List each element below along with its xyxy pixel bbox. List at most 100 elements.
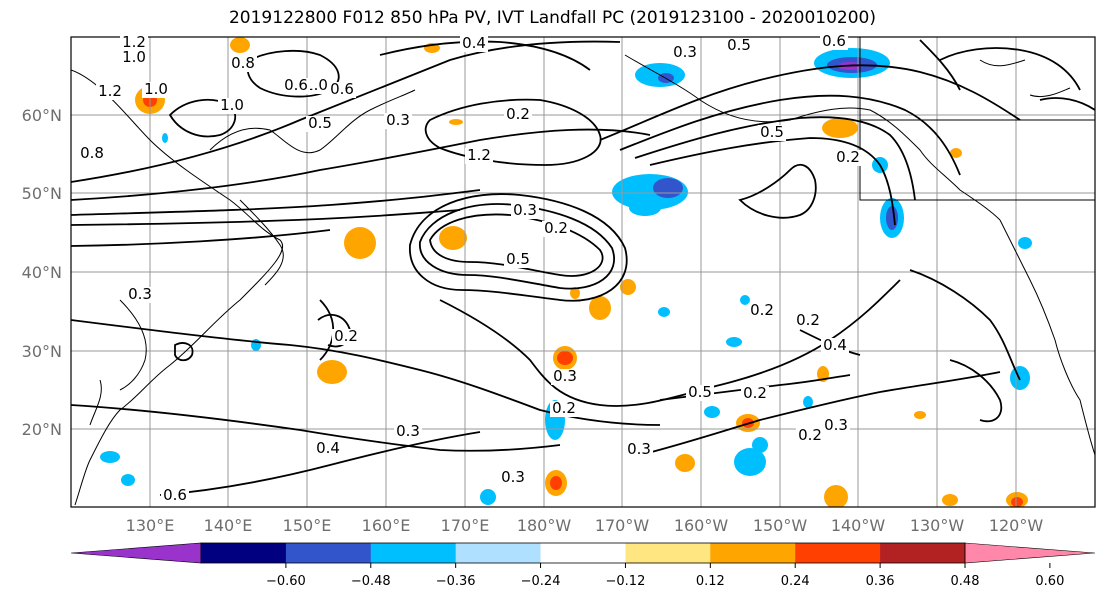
positive-anomaly — [950, 148, 962, 158]
contour-label: 1.0 — [122, 48, 146, 66]
positive-anomaly — [1011, 497, 1023, 507]
lon-label: 160°W — [674, 516, 729, 535]
contour-label: 1.2 — [122, 33, 146, 51]
colorbar-segment — [880, 543, 966, 563]
contour-label-bg — [465, 148, 493, 164]
negative-anomaly — [480, 489, 496, 505]
positive-anomaly — [570, 287, 580, 299]
positive-anomaly — [344, 227, 376, 259]
colorbar-tick-label: 0.24 — [781, 574, 810, 589]
positive-anomaly — [675, 454, 695, 472]
contour-label-bg — [306, 116, 334, 132]
contour-label-bg — [625, 442, 653, 458]
contour-label: 0.3 — [824, 416, 848, 434]
lon-label: 130°E — [126, 516, 175, 535]
contour-label: 0.6 — [284, 76, 308, 94]
lat-label: 30°N — [22, 342, 62, 361]
positive-anomaly — [317, 360, 347, 384]
lon-label: 140°E — [204, 516, 253, 535]
contour-label-bg — [328, 82, 356, 98]
contour-label-bg — [542, 221, 570, 237]
colorbar-segment — [540, 543, 626, 563]
lon-labels: 130°E 140°E 150°E 160°E 170°E 180°W 170°… — [126, 516, 1044, 535]
contour-label: 0.5 — [308, 114, 332, 132]
colorbar-segment — [455, 543, 542, 563]
contour-label-bg — [282, 78, 310, 94]
contour-label-bg — [725, 38, 753, 54]
contour-label-bg — [161, 488, 189, 504]
contour-label-bg — [671, 45, 699, 61]
contour-label: 0.2 — [836, 148, 860, 166]
contour-label: 0.3 — [627, 440, 651, 458]
contour-label-bg — [499, 470, 527, 486]
positive-anomaly — [550, 476, 562, 490]
contour-label: 0.6 — [330, 80, 354, 98]
negative-anomaly — [1018, 237, 1032, 249]
contour-label-bg — [460, 36, 488, 52]
lon-label: 180°W — [517, 516, 572, 535]
contour-label: 0.3 — [553, 367, 577, 385]
negative-anomaly — [886, 206, 898, 230]
contour-label-bg — [120, 35, 148, 51]
contour-label-bg — [142, 82, 170, 98]
colorbar-tick-label: 0.48 — [951, 574, 980, 589]
positive-anomaly — [822, 118, 858, 138]
colorbar-tick-label: −0.24 — [521, 574, 561, 589]
contour-label-bg — [78, 146, 106, 162]
positive-anomaly — [449, 119, 463, 125]
contour-label: 0.4 — [462, 34, 486, 52]
colorbar-outline — [200, 542, 966, 564]
contour-label: 0.2 — [506, 105, 530, 123]
contour-label-bg — [794, 313, 822, 329]
colorbar-segment — [710, 543, 796, 563]
colorbar-tick-label: 0.12 — [696, 574, 725, 589]
colorbar-segment — [795, 543, 881, 563]
colorbar-tick-label: −0.60 — [266, 574, 306, 589]
lon-label: 120°W — [989, 516, 1044, 535]
negative-anomaly — [658, 307, 670, 317]
lat-label: 40°N — [22, 263, 62, 282]
contour-label-bg — [741, 386, 769, 402]
colorbar-tick-label: 0.36 — [866, 574, 895, 589]
contour-label: 0.2 — [334, 327, 358, 345]
contour-label: 0.5 — [688, 383, 712, 401]
contour-label: 0.5 — [760, 123, 784, 141]
lon-label: 140°W — [831, 516, 886, 535]
positive-anomaly — [824, 485, 848, 507]
contour-label-bg — [229, 56, 257, 72]
contour-label-bg — [120, 50, 148, 66]
map-title: 2019122800 F012 850 hPa PV, IVT Landfall… — [228, 8, 876, 28]
colorbar-tick-label: −0.12 — [606, 574, 646, 589]
colorbar-segment — [201, 543, 287, 563]
contour-label-bg — [686, 385, 714, 401]
negative-anomaly — [752, 437, 768, 453]
contour-label: 0.3 — [386, 111, 410, 129]
contour-label-bg — [96, 84, 124, 100]
colorbar — [70, 542, 1096, 564]
positive-anomaly — [230, 37, 250, 53]
negative-anomaly — [734, 448, 766, 476]
positive-anomaly — [589, 296, 611, 320]
contour-label-bg — [218, 98, 246, 114]
contour-label-bg — [550, 401, 578, 417]
colorbar-tick-label: −0.48 — [351, 574, 391, 589]
lon-label: 160°E — [362, 516, 411, 535]
contour-label-bg — [126, 287, 154, 303]
contour-label: 0.6 — [822, 32, 846, 50]
contour-label: 0.3 — [513, 201, 537, 219]
colorbar-extend-high — [964, 542, 1096, 564]
lon-label: 150°W — [753, 516, 808, 535]
contour-label: 0.2 — [743, 384, 767, 402]
lon-label: 150°E — [283, 516, 332, 535]
contour-label-bg — [504, 107, 532, 123]
contour-label: 1.0 — [304, 76, 328, 94]
contour-label: 0.8 — [231, 54, 255, 72]
positive-anomaly — [914, 411, 926, 419]
contour-label-bg — [314, 441, 342, 457]
contour-label-bg — [834, 150, 862, 166]
negative-anomaly — [653, 178, 683, 198]
negative-anomaly — [100, 451, 120, 463]
lat-label: 60°N — [22, 106, 62, 125]
negative-anomaly — [121, 474, 135, 486]
